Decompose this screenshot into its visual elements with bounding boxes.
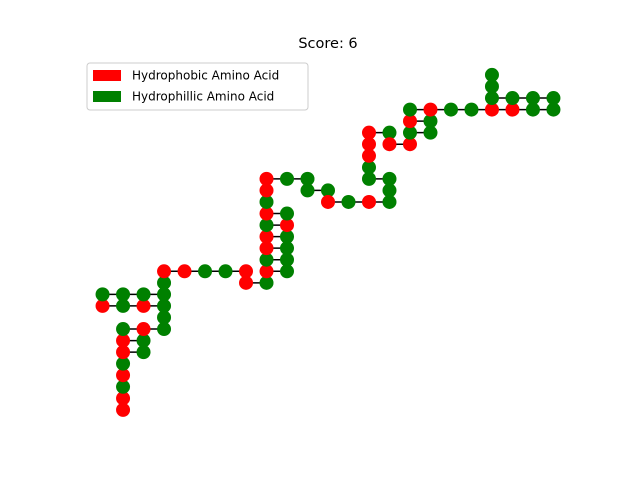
residue — [95, 287, 110, 302]
residue — [136, 298, 151, 313]
residue — [280, 229, 295, 244]
legend-swatch — [93, 91, 121, 102]
residue — [382, 171, 397, 186]
residue — [546, 102, 561, 117]
residue — [546, 91, 561, 106]
residue — [300, 183, 315, 198]
residue — [484, 91, 499, 106]
residue — [402, 102, 417, 117]
residue — [280, 218, 295, 233]
residue — [382, 183, 397, 198]
residue — [505, 102, 520, 117]
residue — [382, 194, 397, 209]
residue — [382, 125, 397, 140]
residue — [198, 264, 213, 279]
residue — [157, 298, 172, 313]
residue — [116, 298, 131, 313]
residue — [402, 114, 417, 129]
residue — [505, 91, 520, 106]
residue — [321, 194, 335, 209]
residue — [300, 171, 315, 186]
legend-box — [86, 62, 309, 111]
residue — [95, 298, 110, 313]
residue — [280, 241, 295, 256]
residue — [423, 102, 438, 117]
residue — [280, 206, 295, 221]
residue — [484, 102, 499, 117]
residue — [116, 379, 131, 394]
residue — [361, 171, 376, 186]
residue — [423, 125, 438, 140]
residue — [259, 206, 274, 221]
residue — [361, 125, 376, 140]
residue — [239, 264, 254, 279]
residue — [341, 194, 356, 209]
residue — [177, 264, 192, 279]
residue — [157, 287, 172, 302]
residue — [259, 241, 274, 256]
residue — [484, 79, 499, 94]
residue — [464, 102, 479, 117]
residue — [361, 137, 376, 152]
residue — [280, 171, 295, 186]
residue — [402, 125, 417, 140]
residue — [259, 229, 274, 244]
residue — [259, 183, 274, 198]
residue — [116, 402, 131, 417]
residue — [321, 183, 335, 198]
residue — [116, 391, 131, 406]
residue — [382, 137, 397, 152]
legend-label: Hydrophillic Amino Acid — [132, 90, 274, 104]
residue — [259, 252, 274, 267]
residue — [116, 345, 131, 360]
residue — [423, 114, 438, 129]
residue — [259, 171, 274, 186]
residue — [157, 275, 172, 290]
residue — [136, 345, 151, 360]
residue — [525, 102, 540, 117]
residue — [259, 218, 274, 233]
residue — [443, 102, 458, 117]
residue — [402, 137, 417, 152]
residue — [484, 67, 499, 82]
residue — [136, 333, 151, 348]
residue — [136, 322, 151, 337]
chart-title: Score: 6 — [298, 36, 357, 52]
residue — [259, 194, 274, 209]
legend-swatch — [93, 70, 121, 81]
residue — [259, 264, 274, 279]
residue — [525, 91, 540, 106]
residue — [280, 264, 295, 279]
residue — [218, 264, 233, 279]
residue — [116, 356, 131, 371]
residue — [259, 275, 274, 290]
residue — [157, 310, 172, 325]
residue — [116, 322, 131, 337]
legend-label: Hydrophobic Amino Acid — [132, 69, 279, 83]
residue — [116, 333, 131, 348]
residue — [361, 160, 376, 175]
residue — [136, 287, 151, 302]
residue — [116, 287, 131, 302]
residue — [116, 368, 131, 383]
residue — [157, 322, 172, 337]
residue — [361, 148, 376, 163]
residue — [157, 264, 172, 279]
residue — [280, 252, 295, 267]
residue — [361, 194, 376, 209]
residue — [239, 275, 254, 290]
